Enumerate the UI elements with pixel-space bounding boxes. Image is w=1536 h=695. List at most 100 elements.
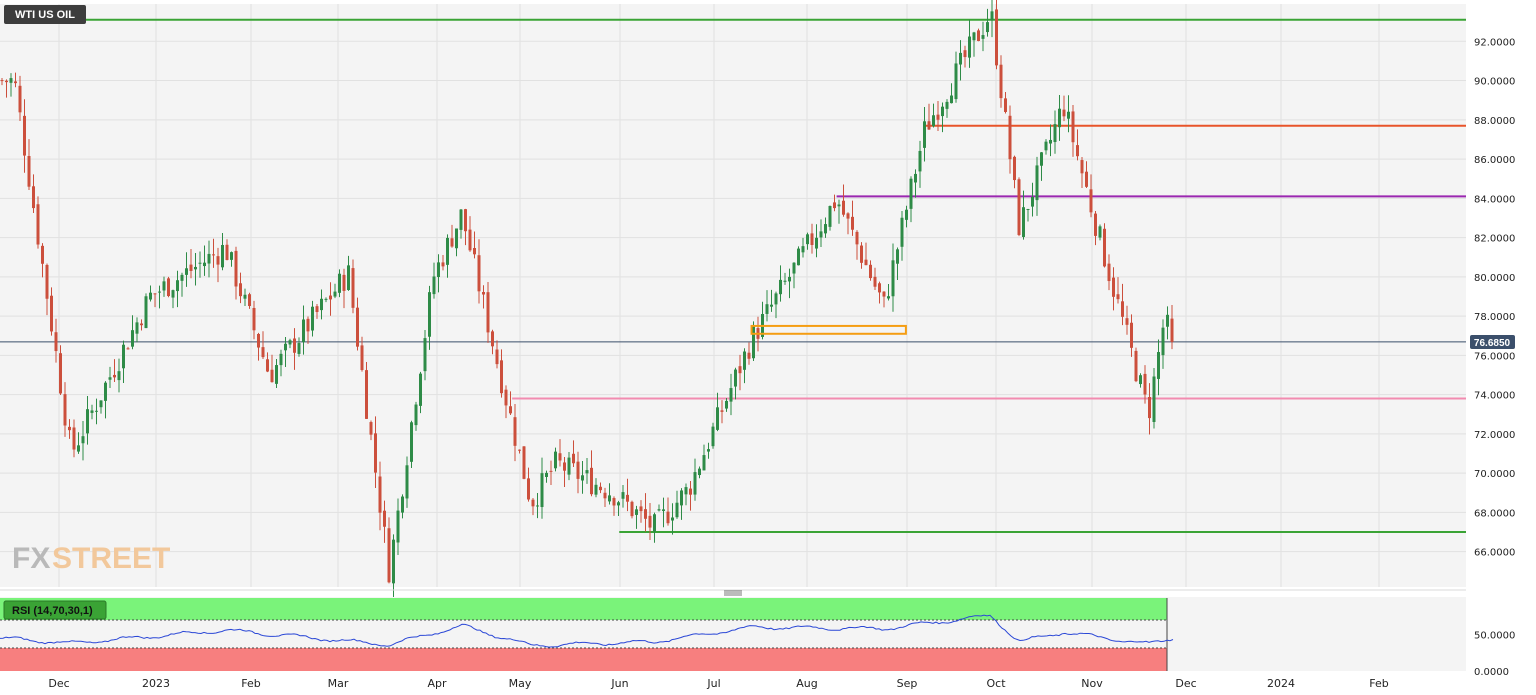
candle-body: [693, 472, 697, 495]
candle-body: [873, 276, 877, 287]
panel-resize-handle[interactable]: [724, 590, 742, 596]
candle-body: [950, 95, 953, 104]
symbol-badge-bg: [4, 5, 86, 24]
y-tick-label: 70.0000: [1474, 469, 1515, 480]
candle-body: [365, 370, 368, 419]
candle-body: [1103, 228, 1106, 267]
candles: [0, 0, 1174, 601]
candle-body: [473, 247, 476, 255]
candle-body: [162, 281, 166, 291]
price-badge: 76.6850: [1474, 338, 1511, 349]
candle-body: [257, 333, 260, 348]
rsi-label-bg: [3, 600, 107, 620]
symbol-badge: WTI US OIL: [15, 9, 75, 21]
candle-body: [594, 484, 598, 495]
x-tick-label: Feb: [1369, 677, 1388, 690]
candle-body: [351, 268, 355, 308]
candle-body: [954, 63, 958, 100]
candle-body: [54, 332, 58, 352]
candle-body: [63, 394, 67, 426]
candle-body: [45, 264, 49, 299]
candle-body: [774, 293, 778, 305]
rsi-label: RSI (14,70,30,1): [12, 605, 93, 617]
candle-body: [414, 404, 418, 426]
candle-body: [491, 331, 494, 347]
candle-body: [32, 186, 35, 209]
candle-body: [720, 410, 724, 412]
candle-body: [725, 400, 728, 409]
candle-body: [1058, 108, 1061, 128]
x-tick-label: Dec: [48, 677, 69, 690]
candle-body: [261, 347, 265, 358]
candle-body: [1089, 189, 1093, 213]
candle-body: [14, 81, 17, 84]
candle-body: [297, 343, 301, 354]
candle-body: [707, 449, 710, 452]
candle-body: [576, 461, 580, 479]
candle-body: [113, 374, 116, 378]
candle-body: [207, 253, 211, 264]
candle-body: [1130, 322, 1133, 348]
candle-body: [1143, 373, 1147, 395]
price-axis: 92.0000 90.0000 88.0000 86.0000 84.0000 82.00…: [1474, 37, 1515, 558]
candle-body: [1040, 152, 1043, 166]
candle-body: [833, 202, 836, 209]
candle-body: [1071, 111, 1075, 143]
candle-body: [9, 78, 13, 83]
candle-body: [1035, 165, 1039, 201]
candle-body: [482, 291, 485, 295]
candle-body: [855, 231, 859, 245]
candle-body: [95, 410, 98, 412]
candle-body: [239, 283, 242, 297]
x-tick-label: Aug: [796, 677, 817, 690]
x-tick-label: Feb: [241, 677, 260, 690]
candle-body: [347, 265, 350, 291]
main-grid: [0, 4, 1466, 587]
candle-body: [657, 509, 661, 511]
candle-body: [797, 248, 800, 266]
candle-body: [671, 517, 674, 521]
candle-body: [149, 292, 152, 300]
candle-body: [554, 451, 557, 469]
candle-body: [225, 244, 229, 260]
candle-body: [212, 254, 215, 256]
candle-body: [752, 326, 755, 359]
candle-body: [1076, 145, 1079, 157]
y-tick-label: 92.0000: [1474, 37, 1515, 48]
candle-body: [995, 9, 998, 66]
time-axis: Dec 2023 Feb Mar Apr May Jun Jul Aug Sep Oct Nov Dec…: [48, 677, 1388, 690]
candle-body: [612, 498, 616, 506]
candle-body: [639, 506, 643, 512]
candle-body: [320, 298, 323, 311]
candle-body: [549, 470, 553, 472]
candle-body: [509, 406, 512, 414]
candle-body: [680, 490, 683, 506]
candle-body: [495, 349, 499, 365]
y-tick-label: 90.0000: [1474, 77, 1515, 88]
candle-body: [675, 502, 679, 518]
candle-body: [1166, 314, 1169, 327]
candle-body: [459, 209, 463, 230]
candle-body: [500, 360, 503, 394]
candle-body: [216, 256, 220, 265]
x-tick-label: Mar: [328, 677, 349, 690]
candle-body: [144, 296, 148, 329]
candle-body: [324, 298, 328, 300]
candle-body: [986, 22, 989, 33]
candle-body: [981, 35, 985, 39]
candle-body: [198, 262, 202, 264]
candle-body: [1125, 318, 1129, 325]
candle-body: [558, 453, 562, 461]
x-tick-label: Oct: [986, 677, 1006, 690]
fxstreet-logo: FX STREET: [12, 542, 170, 575]
candle-body: [270, 369, 274, 383]
x-tick-label: Jul: [706, 677, 720, 690]
candle-body: [252, 307, 256, 331]
candle-body: [90, 410, 94, 413]
candle-body: [828, 206, 832, 227]
candle-body: [68, 426, 71, 431]
candle-body: [531, 499, 535, 507]
candle-body: [878, 283, 881, 293]
candle-body: [131, 330, 134, 347]
